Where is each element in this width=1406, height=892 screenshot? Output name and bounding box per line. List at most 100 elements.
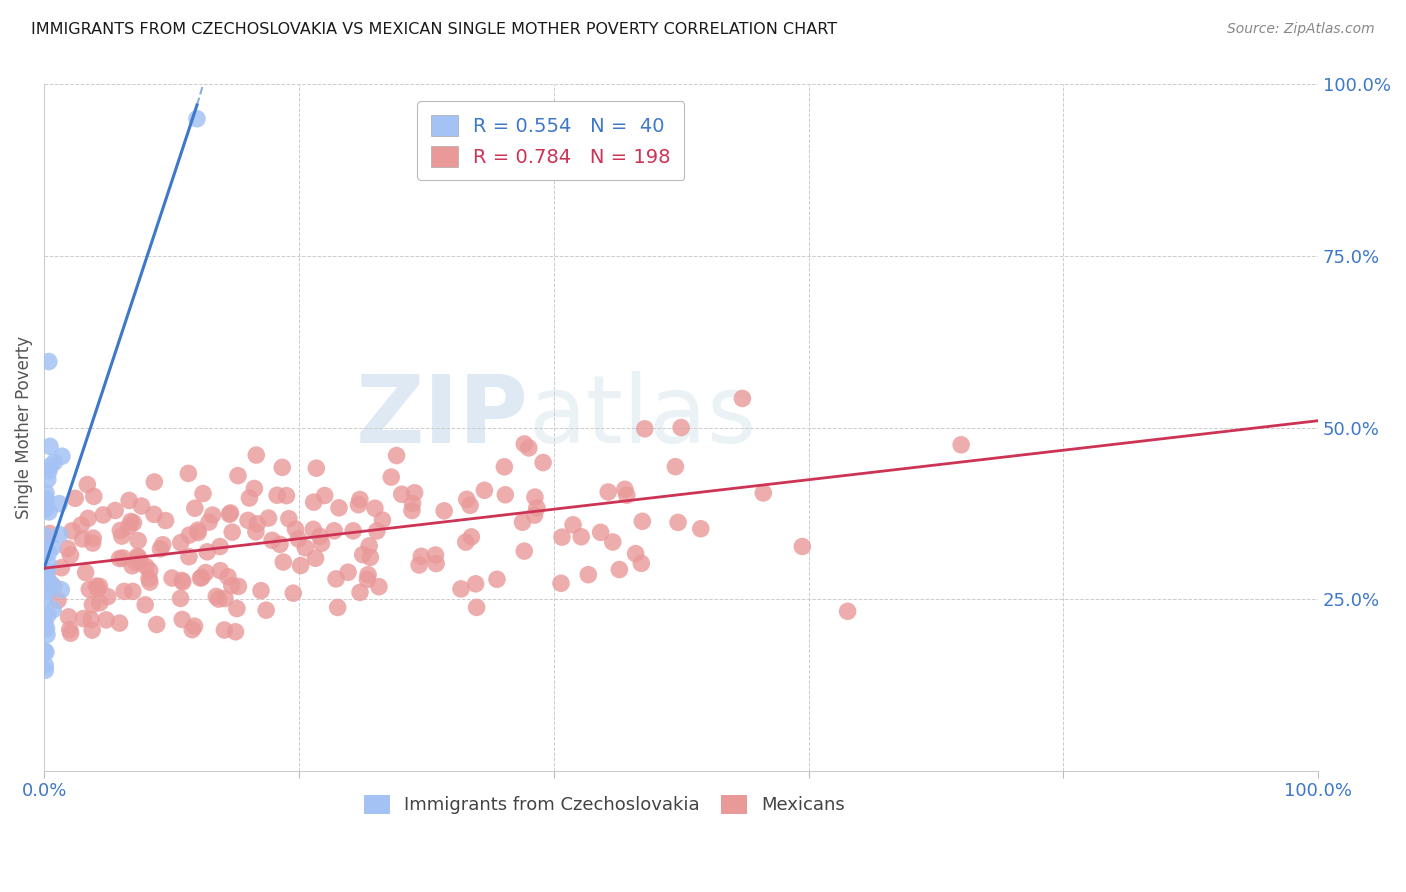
Point bbox=[226, 468, 249, 483]
Point bbox=[152, 538, 174, 552]
Point bbox=[190, 571, 212, 585]
Point bbox=[129, 554, 152, 568]
Point bbox=[271, 460, 294, 475]
Point bbox=[34, 591, 56, 606]
Point bbox=[72, 532, 94, 546]
Point bbox=[155, 514, 177, 528]
Point bbox=[669, 420, 692, 434]
Point bbox=[72, 611, 94, 625]
Point bbox=[60, 524, 83, 538]
Point bbox=[359, 539, 381, 553]
Point bbox=[35, 486, 58, 500]
Point bbox=[631, 514, 654, 528]
Point bbox=[304, 551, 326, 566]
Point bbox=[454, 535, 477, 549]
Point bbox=[131, 499, 153, 513]
Point bbox=[34, 495, 56, 509]
Point bbox=[121, 558, 143, 573]
Point bbox=[145, 617, 167, 632]
Point bbox=[311, 536, 333, 550]
Point bbox=[602, 535, 624, 549]
Point bbox=[59, 623, 82, 637]
Point bbox=[217, 570, 239, 584]
Point bbox=[42, 602, 65, 616]
Point bbox=[34, 663, 56, 677]
Point bbox=[368, 580, 391, 594]
Point bbox=[118, 493, 141, 508]
Point bbox=[305, 461, 328, 475]
Point bbox=[404, 485, 426, 500]
Point bbox=[172, 612, 194, 626]
Point bbox=[108, 616, 131, 631]
Point bbox=[75, 566, 97, 580]
Point bbox=[207, 592, 229, 607]
Point bbox=[135, 559, 157, 574]
Point bbox=[284, 522, 307, 536]
Point bbox=[120, 515, 142, 529]
Point bbox=[125, 556, 148, 570]
Point bbox=[160, 571, 183, 585]
Point bbox=[127, 550, 149, 565]
Point bbox=[111, 551, 134, 566]
Point bbox=[385, 449, 408, 463]
Point bbox=[465, 600, 488, 615]
Point bbox=[342, 524, 364, 538]
Point bbox=[38, 464, 60, 478]
Point bbox=[513, 437, 536, 451]
Point bbox=[34, 658, 56, 673]
Point bbox=[837, 604, 859, 618]
Point bbox=[89, 596, 111, 610]
Point bbox=[41, 541, 63, 555]
Point bbox=[294, 541, 316, 555]
Point bbox=[357, 567, 380, 582]
Point bbox=[35, 500, 58, 514]
Point bbox=[238, 491, 260, 505]
Point bbox=[269, 537, 291, 551]
Point bbox=[218, 508, 240, 522]
Text: ZIP: ZIP bbox=[356, 371, 529, 463]
Point bbox=[41, 580, 63, 594]
Point bbox=[121, 584, 143, 599]
Point bbox=[38, 505, 60, 519]
Point bbox=[569, 530, 592, 544]
Point bbox=[59, 626, 82, 640]
Point bbox=[51, 449, 73, 463]
Point bbox=[290, 558, 312, 573]
Point bbox=[149, 541, 172, 556]
Point bbox=[283, 586, 305, 600]
Point bbox=[169, 591, 191, 606]
Point bbox=[562, 517, 585, 532]
Point bbox=[460, 530, 482, 544]
Point bbox=[138, 564, 160, 578]
Point bbox=[589, 525, 612, 540]
Point bbox=[576, 567, 599, 582]
Point bbox=[37, 608, 59, 623]
Point bbox=[598, 485, 620, 500]
Point bbox=[277, 511, 299, 525]
Point bbox=[245, 524, 267, 539]
Point bbox=[359, 550, 381, 565]
Point bbox=[526, 500, 548, 515]
Point bbox=[35, 622, 58, 636]
Point bbox=[139, 575, 162, 590]
Point bbox=[38, 354, 60, 368]
Point bbox=[111, 529, 134, 543]
Legend: Immigrants from Czechoslovakia, Mexicans: Immigrants from Czechoslovakia, Mexicans bbox=[356, 786, 853, 823]
Point bbox=[425, 557, 447, 571]
Point bbox=[401, 496, 423, 510]
Point bbox=[184, 501, 207, 516]
Point bbox=[464, 577, 486, 591]
Point bbox=[243, 482, 266, 496]
Point bbox=[39, 576, 62, 591]
Point bbox=[391, 487, 413, 501]
Point bbox=[634, 422, 657, 436]
Point bbox=[474, 483, 496, 498]
Point bbox=[177, 549, 200, 564]
Point bbox=[191, 486, 214, 500]
Point bbox=[425, 548, 447, 562]
Point bbox=[35, 567, 58, 582]
Point bbox=[34, 501, 56, 516]
Point bbox=[209, 564, 232, 578]
Point bbox=[82, 598, 104, 612]
Point bbox=[513, 544, 536, 558]
